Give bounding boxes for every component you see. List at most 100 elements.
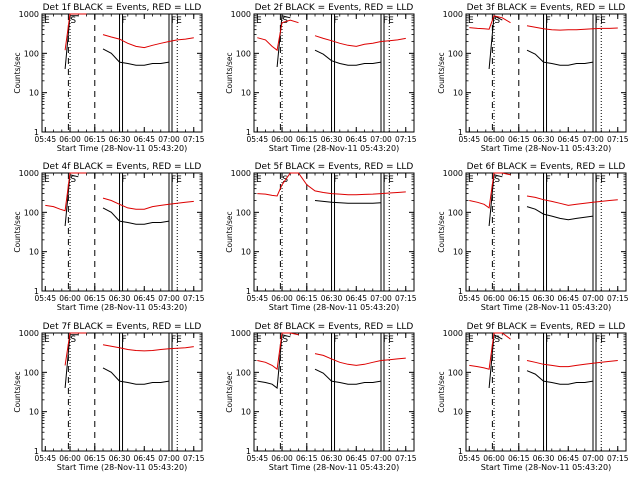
x-tick-label: 06:15 bbox=[508, 135, 530, 144]
marker-label: F bbox=[122, 175, 127, 185]
marker-label: F bbox=[334, 175, 339, 185]
y-tick-label: 10 bbox=[241, 248, 251, 257]
y-tick-label: 1 bbox=[34, 128, 39, 137]
panel-title: Det 6f BLACK = Events, RED = LLD bbox=[467, 162, 626, 172]
y-tick-label: 1 bbox=[246, 447, 251, 456]
y-tick-label: 1000 bbox=[19, 329, 39, 338]
x-tick-label: 07:15 bbox=[183, 454, 205, 463]
y-tick-label: 100 bbox=[236, 208, 251, 217]
marker-label: FE bbox=[595, 335, 606, 345]
marker-label: F bbox=[546, 175, 551, 185]
x-axis-label: Start Time (28-Nov-11 05:43:20) bbox=[269, 144, 399, 153]
marker-label: E bbox=[468, 335, 474, 345]
y-tick-label: 1000 bbox=[443, 169, 463, 178]
x-tick-label: 07:00 bbox=[582, 135, 604, 144]
y-tick-label: 10 bbox=[453, 89, 463, 98]
series-lld-line bbox=[64, 332, 194, 366]
x-tick-label: 06:00 bbox=[271, 135, 293, 144]
x-axis-label: Start Time (28-Nov-11 05:43:20) bbox=[57, 303, 187, 312]
x-tick-label: 05:45 bbox=[458, 454, 480, 463]
marker-label: F bbox=[122, 16, 127, 26]
x-tick-label: 06:15 bbox=[508, 294, 530, 303]
panel-title: Det 1f BLACK = Events, RED = LLD bbox=[43, 3, 202, 13]
marker-label: S bbox=[494, 175, 500, 185]
y-tick-label: 10 bbox=[453, 408, 463, 417]
axes-box bbox=[465, 13, 627, 133]
y-axis-label: Counts/sec bbox=[13, 52, 22, 93]
x-tick-label: 06:30 bbox=[533, 454, 555, 463]
series-lld-line bbox=[257, 172, 406, 197]
marker-label: E bbox=[44, 16, 50, 26]
x-tick-label: 06:15 bbox=[84, 135, 106, 144]
series-lld-line bbox=[257, 19, 406, 52]
panel-2: Det 2f BLACK = Events, RED = LLD 1 10 100 10… bbox=[225, 3, 417, 153]
x-tick-label: 06:15 bbox=[508, 454, 530, 463]
panel-grid: Det 1f BLACK = Events, RED = LLD11010010… bbox=[13, 3, 629, 472]
x-axis-label: Start Time (28-Nov-11 05:43:20) bbox=[481, 463, 611, 472]
axes-box bbox=[253, 172, 415, 292]
y-tick-label: 100 bbox=[24, 49, 39, 58]
panel-title: Det 5f BLACK = Events, RED = LLD bbox=[255, 162, 414, 172]
y-axis-label: Counts/sec bbox=[437, 52, 446, 93]
panel-1: Det 1f BLACK = Events, RED = LLD 1 10 100 10… bbox=[13, 3, 205, 153]
marker-label: E bbox=[256, 335, 262, 345]
x-axis-label: Start Time (28-Nov-11 05:43:20) bbox=[269, 303, 399, 312]
series-lld-line bbox=[45, 172, 194, 212]
y-tick-label: 10 bbox=[29, 248, 39, 257]
y-tick-label: 1 bbox=[458, 287, 463, 296]
y-tick-label: 10 bbox=[29, 89, 39, 98]
y-tick-label: 1 bbox=[246, 287, 251, 296]
panel-title: Det 4f BLACK = Events, RED = LLD bbox=[43, 162, 202, 172]
y-tick-label: 1000 bbox=[231, 329, 251, 338]
x-tick-label: 07:00 bbox=[158, 294, 180, 303]
axes-box bbox=[41, 13, 203, 133]
y-tick-label: 1 bbox=[458, 128, 463, 137]
y-axis-label: Counts/sec bbox=[13, 371, 22, 412]
marker-label: E bbox=[256, 175, 262, 185]
x-axis-label: Start Time (28-Nov-11 05:43:20) bbox=[57, 144, 187, 153]
panel-title: Det 8f BLACK = Events, RED = LLD bbox=[255, 322, 414, 332]
series-lld-line bbox=[469, 172, 618, 209]
series-lld-line bbox=[469, 332, 618, 370]
y-tick-label: 1000 bbox=[443, 329, 463, 338]
marker-label: FE bbox=[383, 175, 394, 185]
x-tick-label: 05:45 bbox=[34, 294, 56, 303]
marker-label: E bbox=[44, 175, 50, 185]
marker-label: FE bbox=[171, 175, 182, 185]
x-tick-label: 06:45 bbox=[133, 135, 155, 144]
x-axis-label: Start Time (28-Nov-11 05:43:20) bbox=[481, 144, 611, 153]
x-tick-label: 07:15 bbox=[395, 135, 417, 144]
x-axis-label: Start Time (28-Nov-11 05:43:20) bbox=[57, 463, 187, 472]
marker-label: E bbox=[468, 16, 474, 26]
axes-box bbox=[465, 332, 627, 452]
y-tick-label: 100 bbox=[448, 49, 463, 58]
x-tick-label: 06:30 bbox=[321, 135, 343, 144]
panel-9: Det 9f BLACK = Events, RED = LLD 1 10 100 10… bbox=[437, 322, 629, 472]
marker-label: FE bbox=[595, 175, 606, 185]
y-tick-label: 1 bbox=[34, 447, 39, 456]
x-tick-label: 07:15 bbox=[183, 135, 205, 144]
x-tick-label: 07:00 bbox=[370, 294, 392, 303]
panel-6: Det 6f BLACK = Events, RED = LLD 1 10 100 10… bbox=[437, 162, 629, 312]
x-tick-label: 07:15 bbox=[607, 294, 629, 303]
marker-label: S bbox=[70, 335, 76, 345]
y-tick-label: 1 bbox=[34, 287, 39, 296]
marker-label: E bbox=[44, 335, 50, 345]
x-tick-label: 07:00 bbox=[582, 294, 604, 303]
x-tick-label: 05:45 bbox=[246, 454, 268, 463]
x-tick-label: 07:15 bbox=[607, 135, 629, 144]
x-tick-label: 06:45 bbox=[133, 454, 155, 463]
panel-title: Det 2f BLACK = Events, RED = LLD bbox=[255, 3, 414, 13]
y-tick-label: 1000 bbox=[443, 10, 463, 19]
x-axis-label: Start Time (28-Nov-11 05:43:20) bbox=[481, 303, 611, 312]
x-tick-label: 05:45 bbox=[246, 135, 268, 144]
y-tick-label: 100 bbox=[24, 368, 39, 377]
y-axis-label: Counts/sec bbox=[225, 211, 234, 252]
panel-title: Det 9f BLACK = Events, RED = LLD bbox=[467, 322, 626, 332]
marker-label: F bbox=[122, 335, 127, 345]
x-tick-label: 06:15 bbox=[296, 294, 318, 303]
x-tick-label: 06:30 bbox=[533, 135, 555, 144]
x-tick-label: 05:45 bbox=[458, 135, 480, 144]
